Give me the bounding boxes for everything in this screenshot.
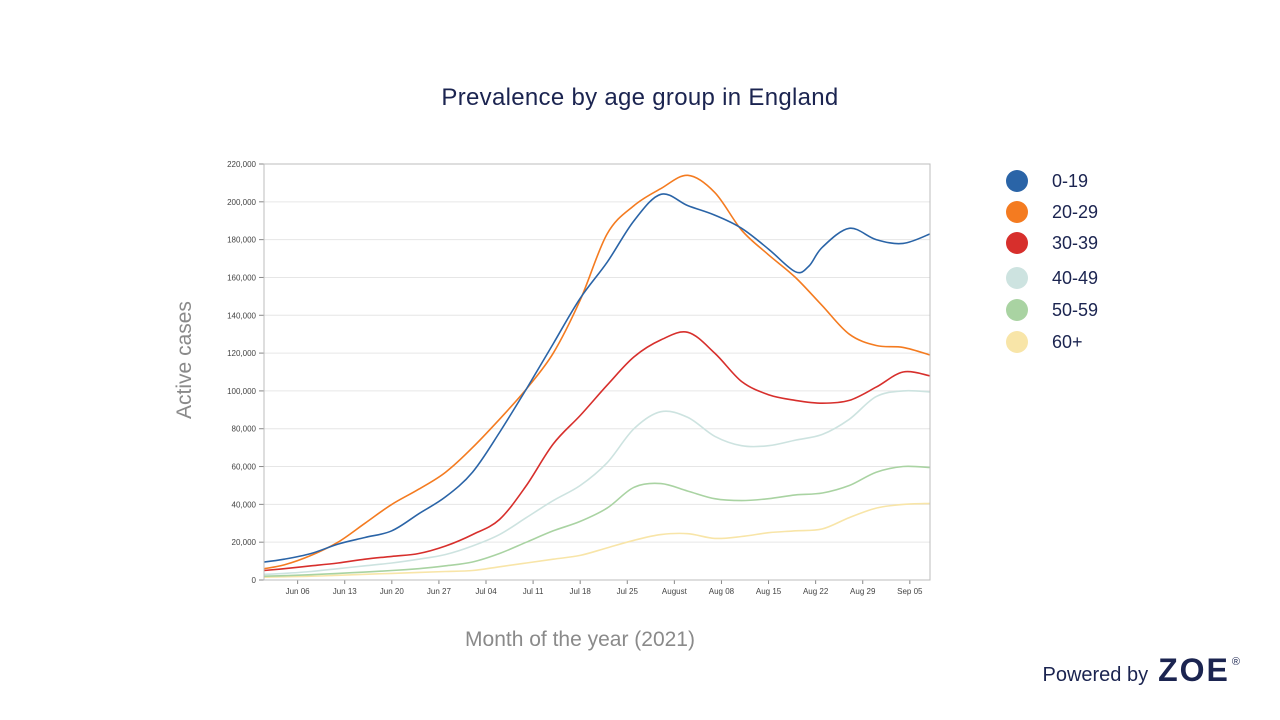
y-tick-label: 120,000: [227, 349, 256, 358]
series-line-30-39: [263, 331, 931, 572]
series-line-60-plus: [263, 502, 931, 578]
legend-swatch: [1006, 267, 1028, 289]
legend-item-0-19[interactable]: 0-19: [1006, 170, 1088, 192]
legend-label: 40-49: [1052, 267, 1099, 288]
x-tick-label: Aug 15: [756, 587, 782, 596]
legend-label: 60+: [1052, 331, 1083, 352]
series-line-20-29: [263, 174, 931, 570]
y-tick-label: 160,000: [227, 273, 256, 282]
legend-item-40-49[interactable]: 40-49: [1006, 267, 1098, 289]
powered-by-text: Powered by: [1042, 664, 1149, 686]
y-tick-label: 200,000: [227, 198, 256, 207]
y-tick-label: 220,000: [227, 160, 256, 169]
y-axis-ticks: 0 20,000 40,000 60,000 80,000 100,000 120,000 1…: [227, 160, 264, 585]
x-tick-label: Aug 29: [850, 587, 876, 596]
legend-label: 30-39: [1052, 232, 1099, 253]
y-tick-label: 40,000: [232, 500, 257, 509]
registered-mark: ®: [1231, 656, 1240, 668]
series-line-0-19: [263, 193, 931, 563]
x-tick-label: Jul 04: [475, 587, 497, 596]
legend-swatch: [1006, 201, 1028, 223]
legend-item-60-plus[interactable]: 60+: [1006, 331, 1083, 353]
legend-item-20-29[interactable]: 20-29: [1006, 201, 1098, 223]
y-axis-label: Active cases: [173, 301, 196, 419]
legend-label: 0-19: [1052, 170, 1089, 191]
y-tick-label: 180,000: [227, 236, 256, 245]
legend-label: 20-29: [1052, 201, 1099, 222]
gridlines: [264, 163, 930, 581]
x-tick-label: August: [662, 587, 688, 596]
x-tick-label: Jul 25: [617, 587, 639, 596]
y-tick-label: 80,000: [232, 425, 257, 434]
zoe-logo: ZOE: [1158, 652, 1230, 688]
series-lines: [263, 174, 931, 578]
x-tick-label: Sep 05: [897, 587, 923, 596]
legend-label: 50-59: [1052, 299, 1099, 320]
y-tick-label: 100,000: [227, 387, 256, 396]
series-line-40-49: [263, 389, 931, 576]
legend-swatch: [1006, 170, 1028, 192]
x-tick-label: Aug 22: [803, 587, 829, 596]
chart-title: Prevalence by age group in England: [441, 84, 839, 111]
x-tick-label: Jul 18: [570, 587, 592, 596]
x-axis-ticks: Jun 06 Jun 13 Jun 20 Jun 27 Jul 04 Jul 11 Jul …: [286, 580, 923, 596]
x-tick-label: Jun 13: [333, 587, 358, 596]
y-tick-label: 140,000: [227, 311, 256, 320]
legend-swatch: [1006, 299, 1028, 321]
x-tick-label: Jun 06: [286, 587, 311, 596]
legend-swatch: [1006, 331, 1028, 353]
plot-border: [263, 163, 931, 581]
x-axis-label: Month of the year (2021): [465, 628, 695, 651]
y-tick-label: 0: [252, 576, 257, 585]
series-line-50-59: [263, 465, 931, 577]
powered-by-zoe: Powered by ZOE ®: [1042, 652, 1240, 689]
legend-item-30-39[interactable]: 30-39: [1006, 232, 1098, 254]
x-tick-label: Jun 20: [380, 587, 405, 596]
legend-swatch: [1006, 232, 1028, 254]
legend-item-50-59[interactable]: 50-59: [1006, 299, 1098, 321]
x-tick-label: Jul 11: [523, 587, 544, 596]
x-tick-label: Jun 27: [427, 587, 452, 596]
y-tick-label: 60,000: [232, 463, 257, 472]
x-tick-label: Aug 08: [709, 587, 735, 596]
y-tick-label: 20,000: [232, 538, 257, 547]
